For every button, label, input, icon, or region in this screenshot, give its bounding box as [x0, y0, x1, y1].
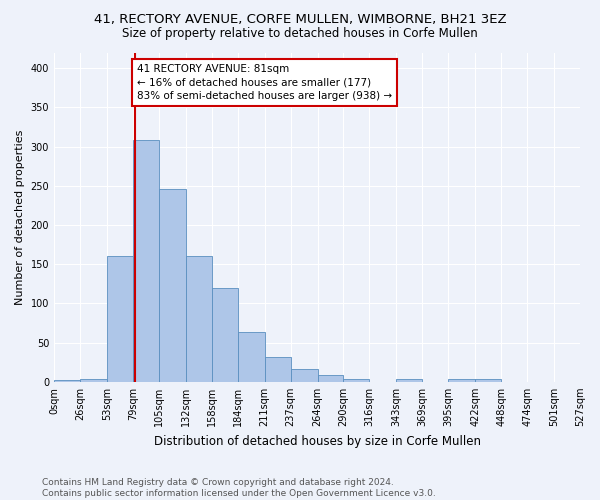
Bar	[159, 189, 186, 382]
Bar	[133, 140, 159, 382]
Y-axis label: Number of detached properties: Number of detached properties	[15, 130, 25, 305]
Bar	[317, 374, 343, 382]
Bar	[212, 288, 238, 382]
Bar	[343, 380, 370, 382]
Bar	[186, 256, 212, 382]
X-axis label: Distribution of detached houses by size in Corfe Mullen: Distribution of detached houses by size …	[154, 434, 481, 448]
Bar	[265, 356, 290, 382]
Text: 41 RECTORY AVENUE: 81sqm
← 16% of detached houses are smaller (177)
83% of semi-: 41 RECTORY AVENUE: 81sqm ← 16% of detach…	[137, 64, 392, 100]
Bar	[290, 370, 317, 382]
Bar	[107, 256, 133, 382]
Text: 41, RECTORY AVENUE, CORFE MULLEN, WIMBORNE, BH21 3EZ: 41, RECTORY AVENUE, CORFE MULLEN, WIMBOR…	[94, 12, 506, 26]
Bar	[238, 332, 265, 382]
Bar	[448, 380, 475, 382]
Bar	[397, 380, 422, 382]
Bar	[54, 380, 80, 382]
Text: Contains HM Land Registry data © Crown copyright and database right 2024.
Contai: Contains HM Land Registry data © Crown c…	[42, 478, 436, 498]
Text: Size of property relative to detached houses in Corfe Mullen: Size of property relative to detached ho…	[122, 28, 478, 40]
Bar	[475, 378, 501, 382]
Bar	[80, 378, 107, 382]
